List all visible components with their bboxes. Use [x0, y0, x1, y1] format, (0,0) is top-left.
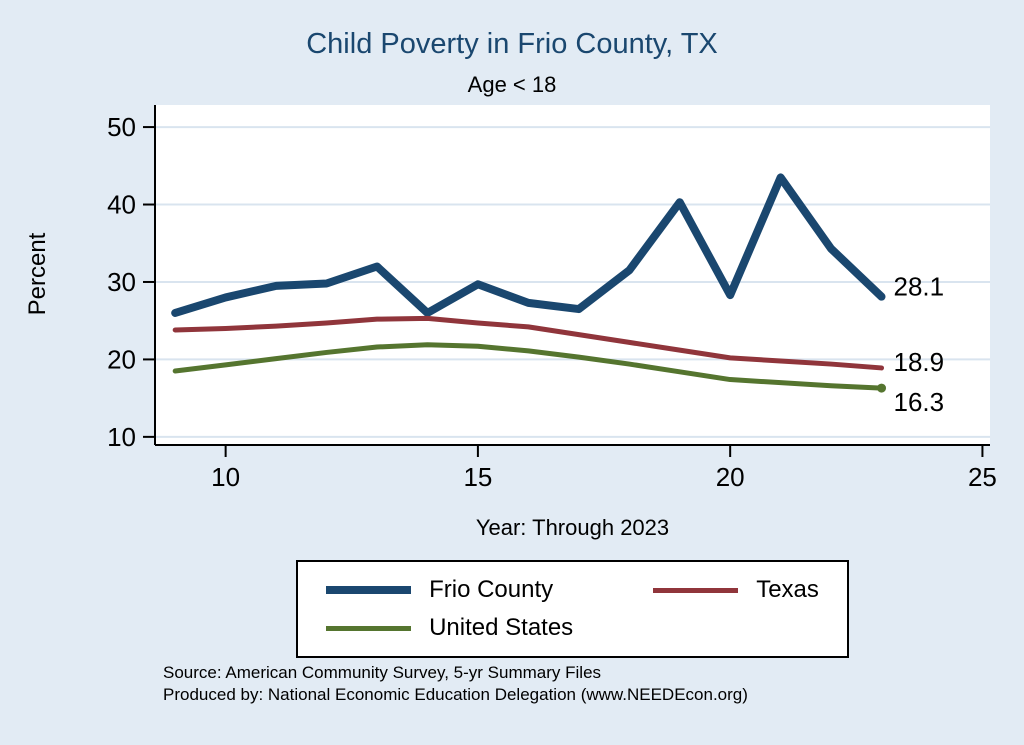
series-line-texas — [172, 315, 885, 371]
chart-title: Child Poverty in Frio County, TX — [306, 28, 718, 60]
legend-item-united-states: United States — [326, 614, 573, 642]
y-tick-label-30: 30 — [107, 267, 136, 297]
legend-box: Frio County Texas United States — [296, 560, 849, 658]
plot-background — [155, 105, 990, 445]
series-end-marker-united-states — [877, 383, 887, 393]
x-tick-label-15: 15 — [463, 462, 492, 492]
legend-item-frio-county: Frio County — [326, 576, 573, 604]
legend-item-texas: Texas — [653, 576, 819, 604]
legend-swatch-frio-county — [326, 586, 412, 594]
legend-swatch-united-states — [326, 625, 412, 631]
y-tick-label-40: 40 — [107, 190, 136, 220]
x-tick-label-25: 25 — [968, 462, 997, 492]
y-tick-label-20: 20 — [107, 344, 136, 374]
legend-label-texas: Texas — [756, 576, 819, 603]
y-tick-label-10: 10 — [107, 422, 136, 452]
end-value-label-16-3: 16.3 — [894, 387, 945, 417]
legend-swatch-texas — [653, 587, 739, 593]
chart-subtitle: Age < 18 — [467, 72, 557, 97]
source-line-1: Source: American Community Survey, 5-yr … — [163, 663, 602, 682]
x-tick-label-10: 10 — [211, 462, 240, 492]
series-line-frio-county — [171, 173, 886, 317]
source-line-2: Produced by: National Economic Education… — [163, 685, 748, 704]
legend-label-united-states: United States — [429, 614, 574, 641]
y-tick-label-50: 50 — [107, 112, 136, 142]
legend: Frio County Texas United States — [155, 560, 990, 658]
end-value-label-28-1: 28.1 — [894, 272, 945, 302]
source-note: Source: American Community Survey, 5-yr … — [163, 662, 748, 706]
series-line-united-states — [172, 342, 885, 391]
end-value-label-18-9: 18.9 — [894, 347, 945, 377]
x-tick-label-20: 20 — [716, 462, 745, 492]
legend-label-frio-county: Frio County — [429, 576, 554, 603]
x-axis-label: Year: Through 2023 — [475, 515, 670, 540]
